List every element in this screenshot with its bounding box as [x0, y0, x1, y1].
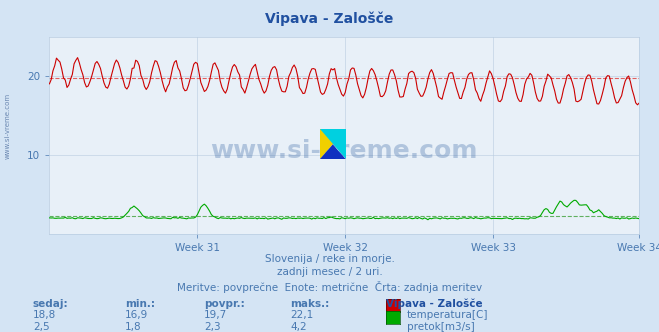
Text: temperatura[C]: temperatura[C] — [407, 310, 488, 320]
Text: pretok[m3/s]: pretok[m3/s] — [407, 322, 474, 332]
Text: Meritve: povprečne  Enote: metrične  Črta: zadnja meritev: Meritve: povprečne Enote: metrične Črta:… — [177, 281, 482, 292]
Text: min.:: min.: — [125, 299, 156, 309]
Text: 16,9: 16,9 — [125, 310, 148, 320]
Text: www.si-vreme.com: www.si-vreme.com — [5, 93, 11, 159]
Text: Vipava - Zalošče: Vipava - Zalošče — [386, 299, 482, 309]
Text: 1,8: 1,8 — [125, 322, 142, 332]
Text: 18,8: 18,8 — [33, 310, 56, 320]
Text: 22,1: 22,1 — [290, 310, 313, 320]
Polygon shape — [320, 144, 346, 159]
Text: 4,2: 4,2 — [290, 322, 306, 332]
Polygon shape — [320, 129, 346, 159]
Text: 19,7: 19,7 — [204, 310, 227, 320]
Text: www.si-vreme.com: www.si-vreme.com — [211, 139, 478, 163]
Text: povpr.:: povpr.: — [204, 299, 245, 309]
Text: Vipava - Zalošče: Vipava - Zalošče — [266, 12, 393, 26]
Text: 2,5: 2,5 — [33, 322, 49, 332]
Text: Slovenija / reke in morje.: Slovenija / reke in morje. — [264, 254, 395, 264]
Polygon shape — [320, 129, 346, 159]
Text: sedaj:: sedaj: — [33, 299, 69, 309]
Text: zadnji mesec / 2 uri.: zadnji mesec / 2 uri. — [277, 267, 382, 277]
Text: 2,3: 2,3 — [204, 322, 221, 332]
Text: maks.:: maks.: — [290, 299, 330, 309]
